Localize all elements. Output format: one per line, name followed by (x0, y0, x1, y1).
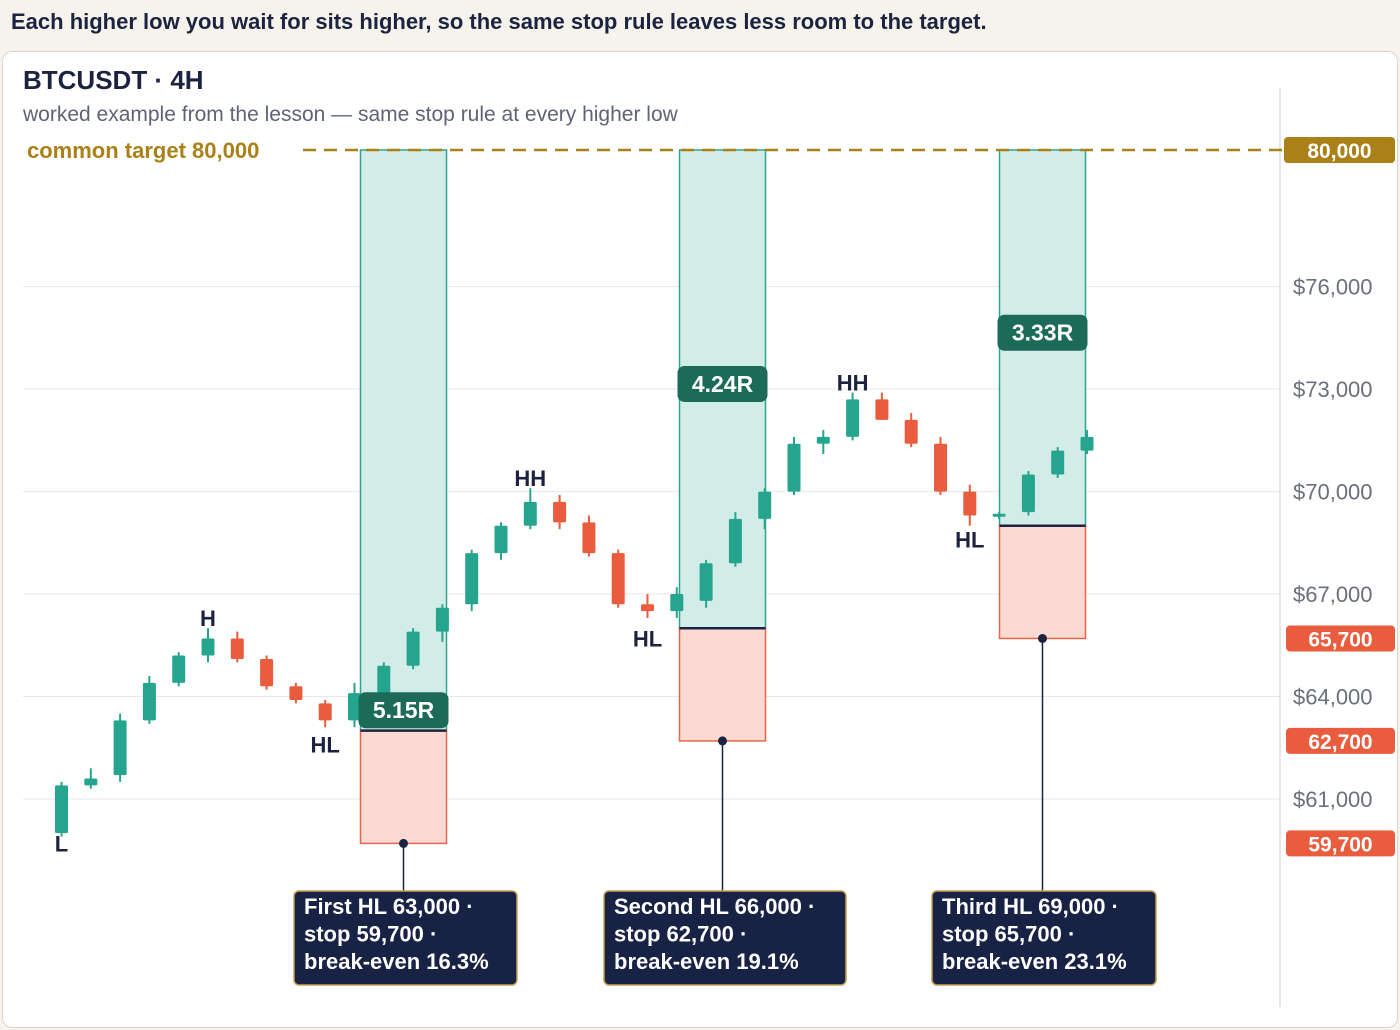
y-tick-label: $67,000 (1293, 582, 1373, 607)
candle-body (758, 491, 772, 519)
candle-body (318, 703, 332, 721)
stop-price-tag-label: 62,700 (1308, 731, 1372, 754)
setup-note-line: stop 59,700 · (304, 922, 437, 947)
candle-body (406, 631, 420, 666)
r-multiple-label: 3.33R (1012, 320, 1074, 346)
stop-price-tag (1286, 830, 1395, 857)
candle-body (992, 513, 1006, 517)
stop-price-tag (1286, 727, 1395, 754)
setup-note-line: break-even 16.3% (304, 949, 489, 974)
setup-note (931, 890, 1157, 986)
reward-zone (359, 149, 448, 732)
candle-body (641, 604, 654, 612)
r-multiple-badge (677, 365, 768, 402)
chart-title: BTCUSDT · 4H (23, 65, 204, 95)
candle-body (699, 563, 713, 601)
candle-body (934, 443, 947, 492)
gridlines: $76,000 $73,000 $70,000 $67,000 $64,000 $61,0… (23, 88, 1373, 1007)
candle-body (348, 693, 361, 721)
candle-body (1080, 436, 1094, 451)
y-tick-label: $70,000 (1293, 480, 1373, 505)
candle-body (787, 443, 801, 492)
swing-label: HL (955, 527, 984, 552)
candle-body (230, 638, 244, 659)
setup-note-line: stop 65,700 · (942, 922, 1075, 947)
candle-body (289, 686, 303, 700)
candle-body (113, 720, 127, 776)
setup-note-line: break-even 19.1% (614, 949, 799, 974)
setup-note-line: First HL 63,000 · (304, 894, 474, 919)
setup-note-line: Second HL 66,000 · (614, 894, 815, 919)
y-tick-label: $61,000 (1293, 787, 1373, 812)
y-tick-label: $73,000 (1293, 377, 1373, 402)
candle-body (465, 553, 479, 605)
candle-body (670, 594, 684, 612)
target-label: common target 80,000 (27, 138, 259, 163)
r-multiple-badge (358, 692, 449, 729)
chart-subtitle: worked example from the lesson — same st… (22, 103, 679, 126)
candle-body (816, 436, 830, 444)
setup-note-line: stop 62,700 · (614, 922, 747, 947)
swing-label: HL (311, 732, 340, 757)
risk-zone (359, 729, 448, 845)
candles (55, 392, 1094, 837)
candle-body (582, 522, 596, 554)
candle-body (523, 501, 537, 526)
candle-body (260, 658, 274, 687)
setup-note (293, 890, 518, 986)
candle-body (84, 778, 98, 786)
candle-body (846, 399, 860, 437)
target-price-tag-label: 80,000 (1307, 140, 1371, 163)
risk-zone (998, 524, 1087, 640)
setup-note (603, 890, 847, 986)
swing-label: L (55, 831, 68, 856)
stop-marker (399, 838, 408, 848)
candle-body (435, 607, 449, 632)
risk-zone (678, 627, 767, 742)
swing-label: H (200, 606, 216, 631)
candle-body (963, 491, 977, 516)
figure-caption: Each higher low you wait for sits higher… (11, 9, 987, 34)
r-multiple-label: 4.24R (692, 371, 754, 397)
candle-body (1021, 474, 1035, 513)
y-tick-label: $64,000 (1293, 685, 1373, 710)
candle-body (904, 419, 918, 444)
r-multiple-label: 5.15R (373, 697, 435, 723)
y-tick-label: $76,000 (1293, 275, 1373, 300)
setup-note-line: Third HL 69,000 · (942, 894, 1119, 919)
annotations: common target 80,000 L H HL HH HL HH HL 5.15R Fir… (27, 137, 1395, 986)
candle-body (142, 682, 156, 721)
candle-body (377, 665, 391, 694)
candle-body (201, 638, 215, 656)
candle-body (55, 785, 68, 834)
candle-body (728, 518, 742, 564)
setup-note-line: break-even 23.1% (942, 949, 1127, 974)
target-price-tag (1284, 137, 1395, 163)
r-multiple-badge (997, 314, 1088, 351)
candle-body (172, 655, 186, 683)
candle-body (611, 553, 625, 605)
swing-label: HH (514, 466, 546, 491)
stop-price-tag-label: 59,700 (1308, 833, 1372, 856)
candle-body (494, 525, 508, 554)
swing-label: HH (837, 370, 869, 395)
swing-label: HL (633, 626, 662, 651)
candle-body (1051, 450, 1065, 475)
candlestick-chart: BTCUSDT · 4H worked example from the les… (22, 65, 1395, 1007)
stop-price-tag-label: 65,700 (1308, 628, 1372, 651)
stop-marker (1038, 633, 1047, 643)
stop-price-tag (1286, 625, 1395, 652)
candle-body (875, 399, 889, 420)
candle-body (553, 501, 567, 523)
stop-marker (718, 736, 727, 746)
chart-card: BTCUSDT · 4H worked example from the les… (2, 51, 1398, 1028)
